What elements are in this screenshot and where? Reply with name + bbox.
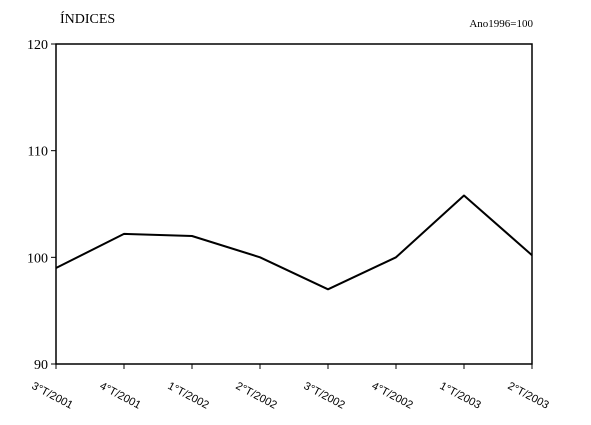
- chart-subtitle: Ano1996=100: [469, 18, 533, 30]
- x-tick-label: 1°T/2003: [438, 380, 483, 412]
- x-tick-label: 3°T/2002: [302, 380, 347, 412]
- y-tick-label: 100: [27, 251, 48, 266]
- y-tick-label: 110: [28, 145, 48, 160]
- x-tick-label: 4°T/2001: [98, 380, 143, 412]
- x-tick-label: 1°T/2002: [166, 380, 211, 412]
- y-axis: 90 100 110 120: [27, 38, 56, 373]
- x-axis: 3°T/2001 4°T/2001 1°T/2002 2°T/2002 3°T/2002…: [30, 364, 551, 412]
- y-tick-label: 120: [27, 38, 48, 53]
- plot-area: [55, 43, 533, 365]
- x-tick-label: 4°T/2002: [370, 380, 415, 412]
- x-tick-label: 2°T/2002: [234, 380, 279, 412]
- series-line: [55, 194, 533, 291]
- chart-title: ÍNDICES: [60, 10, 115, 27]
- x-tick-label: 2°T/2003: [506, 380, 551, 412]
- series-layer: [55, 194, 533, 291]
- x-tick-label: 3°T/2001: [30, 380, 75, 412]
- y-tick-label: 90: [34, 358, 48, 373]
